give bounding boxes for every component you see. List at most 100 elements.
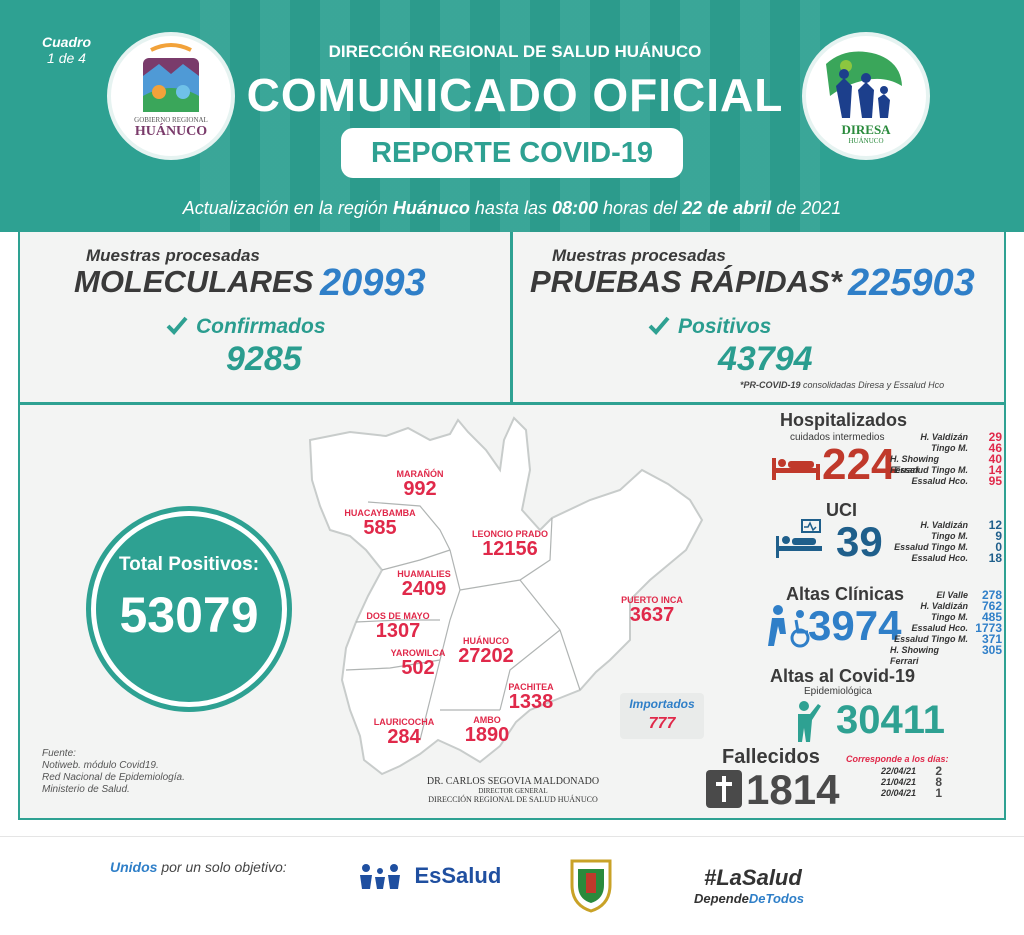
rapidas-caption: Muestras procesadas	[552, 246, 726, 265]
province-value: 2409	[401, 578, 447, 600]
province-name: MARAÑÓN	[396, 469, 444, 479]
uci-list: H. Valdizán 12 Tingo M. 9 Essalud Tingo M.…	[890, 519, 1002, 565]
update-date: 22 de abril	[682, 198, 772, 218]
list-item: Essalud Hco. 18	[911, 551, 1002, 565]
update-year: de 2021	[776, 198, 842, 218]
province-value: 1890	[464, 724, 510, 746]
page-title: COMUNICADO OFICIAL	[246, 69, 784, 121]
total-positivos-circle: Total Positivos: 53079	[96, 516, 282, 702]
list-item: Essalud Hco. 1773	[911, 621, 1002, 635]
positivos-label-row: Positivos	[648, 314, 771, 339]
altas-covid-subtitle: Epidemiológica	[804, 686, 872, 697]
footer-unidos-rest: por un solo objetivo:	[161, 859, 287, 875]
peru-shield-icon	[570, 859, 612, 913]
signature-org: DIRECCIÓN REGIONAL DE SALUD HUÁNUCO	[428, 795, 598, 804]
positivos-value: 43794	[718, 340, 813, 378]
gobierno-regional-emblem-icon	[143, 43, 199, 112]
province-huanuco: HUÁNUCO 27202	[446, 636, 526, 667]
altas-clinicas-title: Altas Clínicas	[786, 584, 905, 604]
footer: Unidos por un solo objetivo: EsSalud #La…	[0, 836, 1024, 935]
check-icon	[648, 316, 670, 335]
huanuco-map	[308, 416, 704, 776]
moleculares-label: MOLECULARES	[74, 264, 314, 299]
fallecidos-days-list: 22/04/21 2 21/04/21 8 20/04/21 1	[852, 764, 942, 799]
list-item: Tingo M. 9	[931, 529, 1002, 543]
gobierno-regional-logo: GOBIERNO REGIONAL HUÁNUCO	[107, 32, 235, 160]
rapidas-value: 225903	[848, 262, 975, 304]
province-huamalies: HUAMALIES 2409	[384, 569, 464, 600]
hashtag-title: #LaSalud	[704, 865, 802, 890]
province-huacaybamba: HUACAYBAMBA 585	[338, 508, 422, 539]
list-item: Essalud Tingo M. 0	[894, 540, 1002, 554]
province-value: 1307	[375, 620, 421, 642]
moleculares-value: 20993	[320, 262, 426, 304]
logo-right-line1: DIRESA	[841, 122, 891, 137]
logo-left-line1: GOBIERNO REGIONAL	[134, 116, 208, 124]
province-value: 585	[363, 517, 397, 539]
report-badge: REPORTE COVID-19	[341, 128, 683, 178]
province-value: 1338	[508, 691, 554, 713]
hospital-bed-icon	[772, 458, 820, 480]
moleculares-caption: Muestras procesadas	[86, 246, 260, 265]
province-dos-de-mayo: DOS DE MAYO 1307	[356, 611, 440, 642]
altas-clinicas-list: El Valle 278 H. Valdizán 762 Tingo M. 485 E…	[890, 588, 1002, 666]
hospitalizados-title: Hospitalizados	[780, 410, 908, 430]
direccion-title: DIRECCIÓN REGIONAL DE SALUD HUÁNUCO	[328, 42, 702, 61]
province-lauricocha: LAURICOCHA 284	[364, 718, 444, 748]
list-item: Tingo M. 46	[931, 441, 1002, 455]
province-name: HUACAYBAMBA	[344, 508, 416, 518]
fallecidos-title: Fallecidos	[722, 746, 820, 768]
essalud-family-icon	[360, 864, 400, 889]
province-maranon: MARAÑÓN 992	[385, 469, 455, 500]
positivos-label: Positivos	[678, 315, 772, 338]
list-item: El Valle 278	[936, 588, 1002, 602]
confirmados-value: 9285	[226, 340, 302, 378]
total-label: Total Positivos:	[118, 554, 260, 575]
province-name: DOS DE MAYO	[366, 611, 430, 621]
list-item: Essalud Hco. 95	[911, 474, 1002, 488]
altas-covid-value: 30411	[836, 698, 946, 742]
fuente-line: Notiweb. módulo Covid19.	[42, 760, 159, 771]
stats-divider-horizontal	[18, 402, 1006, 405]
uci-value: 39	[836, 518, 883, 565]
fuente-line: Ministerio de Salud.	[42, 784, 130, 795]
check-icon	[166, 316, 188, 335]
list-item: Essalud Tingo M. 371	[894, 632, 1002, 646]
hospitalizados-value: 224	[822, 440, 896, 489]
importados-label: Importados	[629, 697, 695, 711]
province-name: HUÁNUCO	[463, 636, 509, 646]
province-name: HUAMALIES	[397, 569, 451, 579]
fallecidos-days-title: Corresponde a los días:	[846, 754, 949, 764]
diresa-family-icon	[826, 51, 902, 118]
rapidas-note-bold: *PR-COVID-19	[740, 380, 801, 390]
hospitalizados-list: H. Valdizán 29 Tingo M. 46 H. Showing Ferr…	[890, 431, 1002, 488]
update-mid: hasta las	[474, 198, 547, 218]
province-name: AMBO	[473, 715, 501, 725]
fuente-block: Fuente: Notiweb. módulo Covid19. Red Nac…	[42, 748, 185, 796]
update-line: Actualización en la región Huánuco hasta…	[0, 198, 1024, 219]
diresa-logo: DIRESA HUÁNUCO	[802, 32, 930, 160]
update-region: Huánuco	[392, 198, 470, 218]
fuente-title: Fuente:	[42, 748, 76, 759]
province-value: 502	[401, 657, 435, 679]
province-yarowilca: YAROWILCA 502	[380, 648, 456, 679]
cuadro-text: Cuadro	[42, 34, 91, 50]
update-prefix: Actualización en la región	[182, 198, 388, 218]
importados-box: Importados 777	[620, 693, 704, 739]
logo-right-line2: HUÁNUCO	[848, 137, 884, 145]
province-value: 3637	[629, 604, 675, 626]
list-item: 22/04/21 2	[880, 764, 942, 778]
essalud-text: EsSalud	[414, 863, 502, 888]
confirmados-label-row: Confirmados	[166, 314, 326, 339]
altas-clinicas-value: 3974	[808, 602, 902, 649]
list-item: Tingo M. 485	[931, 610, 1002, 624]
total-value: 53079	[119, 587, 259, 643]
fuente-line: Red Nacional de Epidemiología.	[42, 772, 185, 783]
importados-value: 777	[648, 715, 676, 732]
footer-unidos: Unidos por un solo objetivo:	[110, 859, 287, 875]
hospitalizados-subtitle: cuidados intermedios	[790, 432, 885, 443]
coffin-cross-icon	[706, 770, 742, 808]
province-puerto-inca: PUERTO INCA 3637	[612, 596, 692, 626]
province-name: YAROWILCA	[390, 648, 446, 658]
hashtag-sub: DependeDeTodos	[694, 891, 804, 906]
